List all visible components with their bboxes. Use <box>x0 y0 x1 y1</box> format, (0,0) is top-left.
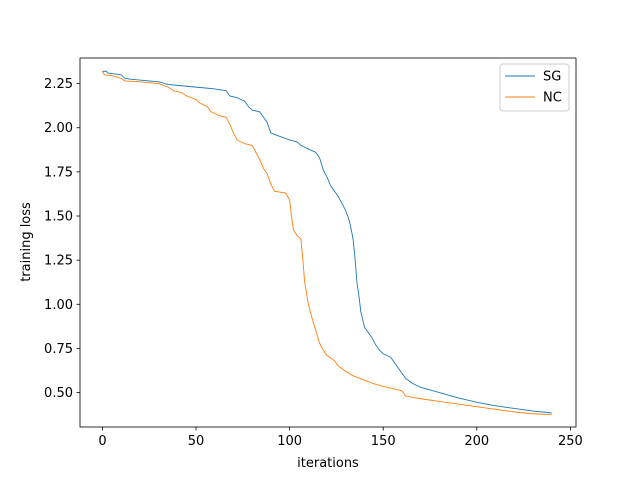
y-tick-label: 2.00 <box>44 121 73 136</box>
legend-label-nc: NC <box>543 91 562 106</box>
plot-lines <box>102 70 552 416</box>
series-line-nc <box>102 71 552 416</box>
plot-frame <box>79 57 577 428</box>
x-tick-label: 250 <box>558 434 583 449</box>
y-tick-label: 1.25 <box>44 254 73 269</box>
y-tick-label: 2.25 <box>44 77 73 92</box>
x-tick-label: 50 <box>188 434 205 449</box>
x-axis-ticks: 0 50 100 150 200 250 <box>98 427 583 449</box>
y-tick-label: 0.75 <box>44 342 73 357</box>
legend: SG NC <box>499 63 570 112</box>
y-tick-label: 1.50 <box>44 210 73 225</box>
y-axis-label: training loss <box>19 202 34 282</box>
series-line-sg <box>102 70 552 414</box>
legend-label-sg: SG <box>543 70 561 85</box>
x-tick-label: 200 <box>464 434 489 449</box>
y-axis-ticks: 0.50 0.75 1.00 1.25 1.50 1.75 2.00 2.25 <box>44 77 80 401</box>
x-tick-label: 150 <box>371 434 396 449</box>
y-tick-label: 1.00 <box>44 298 73 313</box>
x-tick-label: 100 <box>277 434 302 449</box>
x-axis-label: iterations <box>297 456 359 471</box>
y-tick-label: 1.75 <box>44 165 73 180</box>
x-tick-label: 0 <box>98 434 106 449</box>
y-tick-label: 0.50 <box>44 386 73 401</box>
